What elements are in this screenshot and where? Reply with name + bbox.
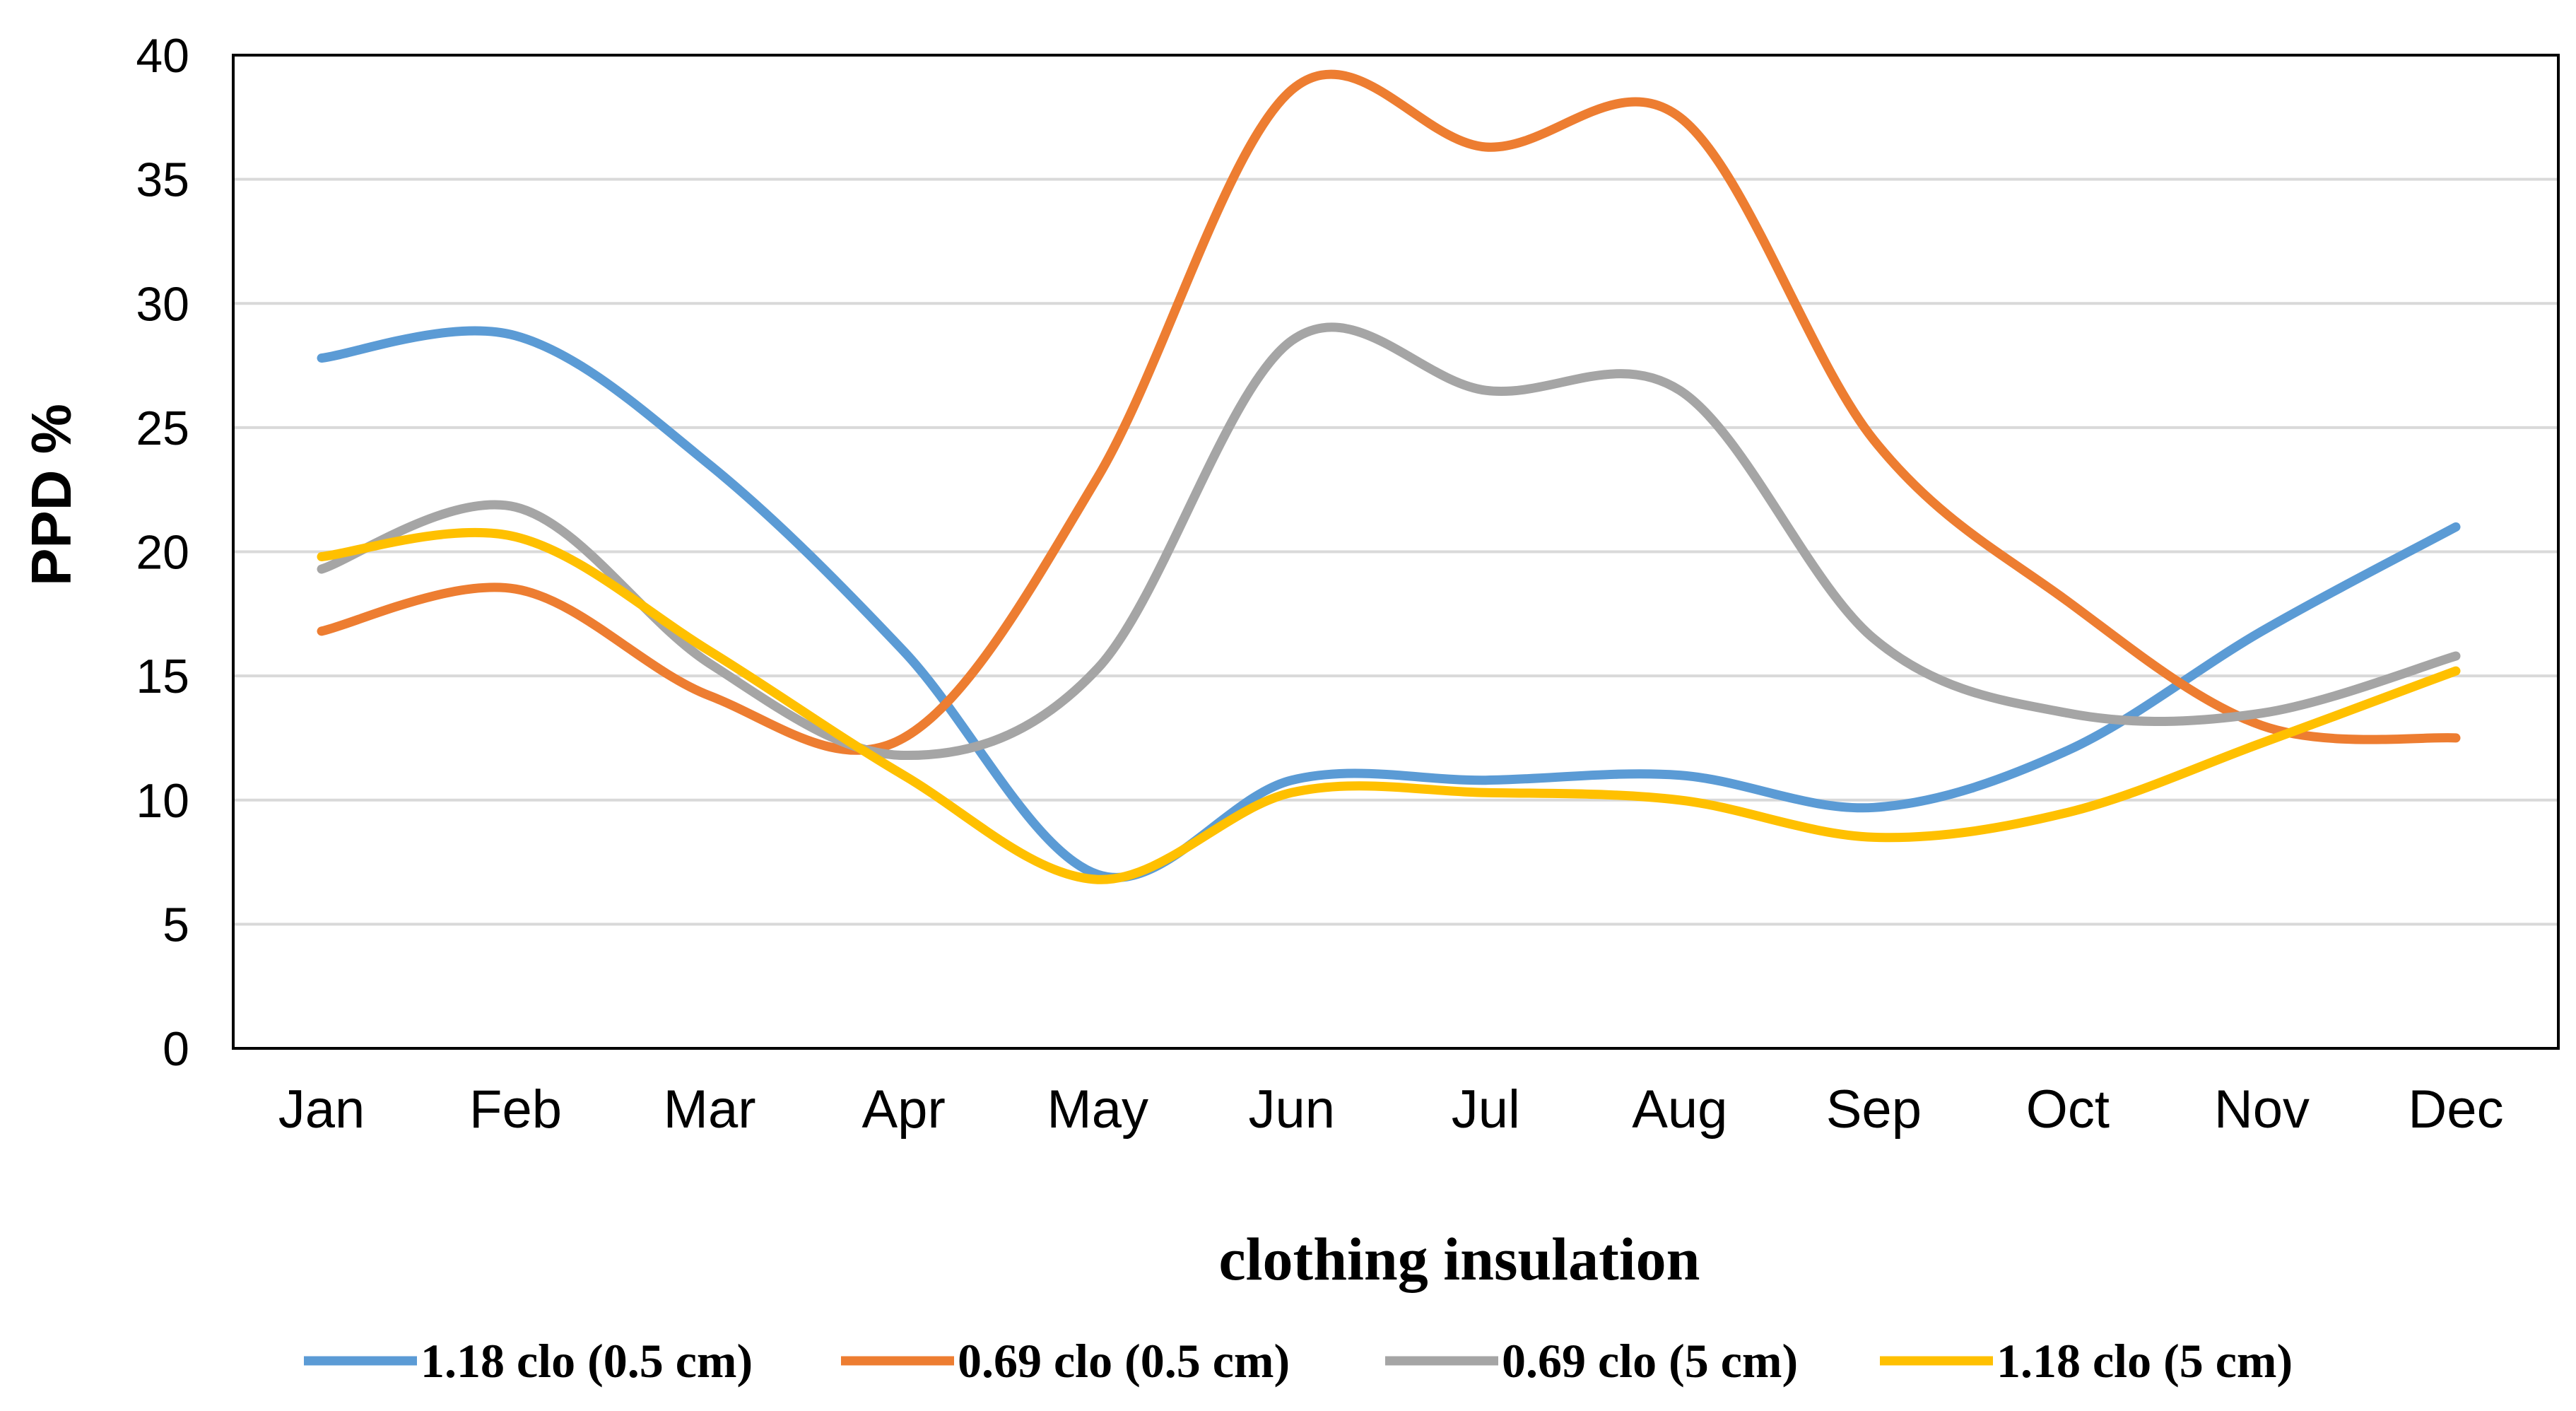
x-tick-label: Dec bbox=[2408, 1079, 2503, 1140]
y-tick-label: 5 bbox=[163, 898, 189, 952]
x-axis-ticks: Jan Feb Mar Apr May Jun Jul Aug Sep Oct Nov Dec bbox=[278, 1079, 2504, 1140]
y-axis-ticks: 0 5 10 15 20 25 30 35 40 bbox=[136, 29, 189, 1076]
y-tick-label: 25 bbox=[136, 402, 189, 455]
legend-label: 0.69 clo (0.5 cm) bbox=[958, 1334, 1290, 1388]
x-tick-label: Mar bbox=[664, 1079, 756, 1140]
legend: 1.18 clo (0.5 cm) 0.69 clo (0.5 cm) 0.69 c… bbox=[304, 1334, 2293, 1388]
y-tick-label: 20 bbox=[136, 526, 189, 580]
x-axis-label: clothing insulation bbox=[1218, 1225, 1700, 1293]
x-tick-label: Feb bbox=[469, 1079, 562, 1140]
gridlines bbox=[233, 177, 2558, 926]
plot-area-border bbox=[232, 54, 2560, 1050]
series-line-1-18-clo-0-5-cm bbox=[317, 326, 2461, 882]
x-tick-label: Jun bbox=[1248, 1079, 1335, 1140]
y-tick-label: 10 bbox=[136, 774, 189, 828]
x-tick-label: Jul bbox=[1452, 1079, 1520, 1140]
x-tick-label: May bbox=[1047, 1079, 1148, 1140]
y-tick-label: 15 bbox=[136, 650, 189, 703]
x-tick-label: Oct bbox=[2026, 1079, 2110, 1140]
legend-label: 1.18 clo (5 cm) bbox=[1996, 1334, 2293, 1388]
y-tick-label: 35 bbox=[136, 153, 189, 207]
x-tick-label: Nov bbox=[2214, 1079, 2310, 1140]
series-line-0-69-clo-0-5-cm bbox=[317, 69, 2461, 755]
x-tick-label: Aug bbox=[1632, 1079, 1727, 1140]
y-tick-label: 0 bbox=[163, 1022, 189, 1076]
y-axis-label: PPD % bbox=[20, 404, 83, 586]
legend-label: 0.69 clo (5 cm) bbox=[1502, 1334, 1798, 1388]
x-tick-label: Apr bbox=[861, 1079, 945, 1140]
y-tick-label: 40 bbox=[136, 29, 189, 83]
y-tick-label: 30 bbox=[136, 277, 189, 331]
series-line-1-18-clo-5-cm bbox=[317, 527, 2461, 884]
x-tick-label: Jan bbox=[278, 1079, 365, 1140]
legend-label: 1.18 clo (0.5 cm) bbox=[420, 1334, 753, 1388]
x-tick-label: Sep bbox=[1826, 1079, 1922, 1140]
series-lines bbox=[317, 69, 2461, 884]
series-line-0-69-clo-5-cm bbox=[317, 322, 2461, 761]
